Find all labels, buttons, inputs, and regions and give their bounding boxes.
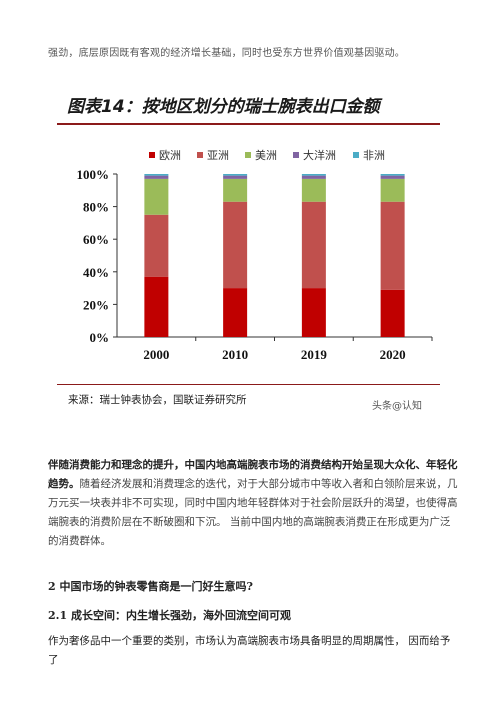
bar-segment — [380, 174, 405, 176]
bar-segment — [144, 175, 169, 179]
legend-swatch — [245, 152, 251, 158]
source-rule — [57, 384, 440, 385]
x-tick-label: 2000 — [143, 347, 169, 362]
bar-segment — [223, 174, 248, 176]
legend-label: 大洋洲 — [303, 148, 336, 162]
paragraph-2: 作为奢侈品中一个重要的类别，市场认为高端腕表市场具备明显的周期属性， 因而给予了 — [48, 635, 451, 666]
bar-segment — [144, 214, 169, 277]
legend-swatch — [197, 152, 203, 158]
legend-label: 非洲 — [363, 149, 385, 162]
section-heading-2: 2 中国市场的钟表零售商是一门好生意吗? — [48, 580, 253, 593]
paragraph-1-bold: 伴随消费能力和理念的提升，中国内地高端腕表市场的消费结构开始呈现大众化、年轻化趋… — [48, 459, 458, 490]
bar-segment — [301, 174, 326, 176]
legend-swatch — [293, 152, 299, 158]
x-tick-label: 2019 — [301, 347, 328, 362]
y-tick-label: 60% — [83, 232, 109, 247]
legend-label: 亚洲 — [207, 149, 229, 162]
section-heading-2-1: 2.1 成长空间：内生增长强劲，海外回流空间可观 — [48, 609, 291, 622]
bar-segment — [380, 178, 405, 202]
y-tick-label: 20% — [83, 297, 109, 312]
bar-segment — [144, 276, 169, 337]
stacked-bar-chart: 欧洲 亚洲 美洲 大洋洲 非洲 0% 20% 40% 60% 80% 100% 2000 2010 2… — [77, 148, 433, 362]
watermark: 头条@认知 — [372, 401, 422, 412]
paragraph-1: 伴随消费能力和理念的提升，中国内地高端腕表市场的消费结构开始呈现大众化、年轻化趋… — [48, 456, 458, 551]
bar-segment — [380, 201, 405, 290]
bar-segment — [380, 175, 405, 179]
legend-swatch — [149, 152, 155, 158]
y-tick-label: 0% — [90, 330, 110, 345]
bar-segment — [301, 288, 326, 337]
bar-segment — [223, 201, 248, 289]
bar-segment — [301, 178, 326, 202]
bar-segment — [144, 174, 169, 176]
bar-segment — [223, 288, 248, 337]
figure-header: 图表14：按地区划分的瑞士腕表出口金额 — [57, 88, 440, 125]
bar-segment — [380, 289, 405, 337]
bar-segment — [223, 175, 248, 179]
figure-source: 来源：瑞士钟表协会，国联证券研究所 — [68, 394, 247, 406]
y-tick-label: 80% — [83, 200, 109, 215]
y-tick-label: 100% — [77, 167, 110, 182]
figure-title: 图表14：按地区划分的瑞士腕表出口金额 — [67, 97, 380, 117]
bar-segment — [301, 175, 326, 179]
x-tick-label: 2010 — [222, 347, 248, 362]
y-tick-label: 40% — [83, 265, 109, 280]
legend-label: 欧洲 — [159, 149, 181, 162]
bar-segment — [223, 178, 248, 202]
paragraph-1-text: 随着经济发展和消费理念的迭代，对于大部分城市中等收入者和白领阶层来说，几万元买一… — [48, 478, 458, 547]
intro-line: 强劲，底层原因既有客观的经济增长基础，同时也受东方世界价值观基因驱动。 — [48, 48, 405, 59]
bar-segment — [301, 201, 326, 289]
x-tick-label: 2020 — [380, 347, 406, 362]
figure-title-rule — [57, 123, 440, 125]
legend-swatch — [353, 152, 359, 158]
legend-label: 美洲 — [255, 149, 277, 162]
bar-segment — [144, 178, 169, 215]
